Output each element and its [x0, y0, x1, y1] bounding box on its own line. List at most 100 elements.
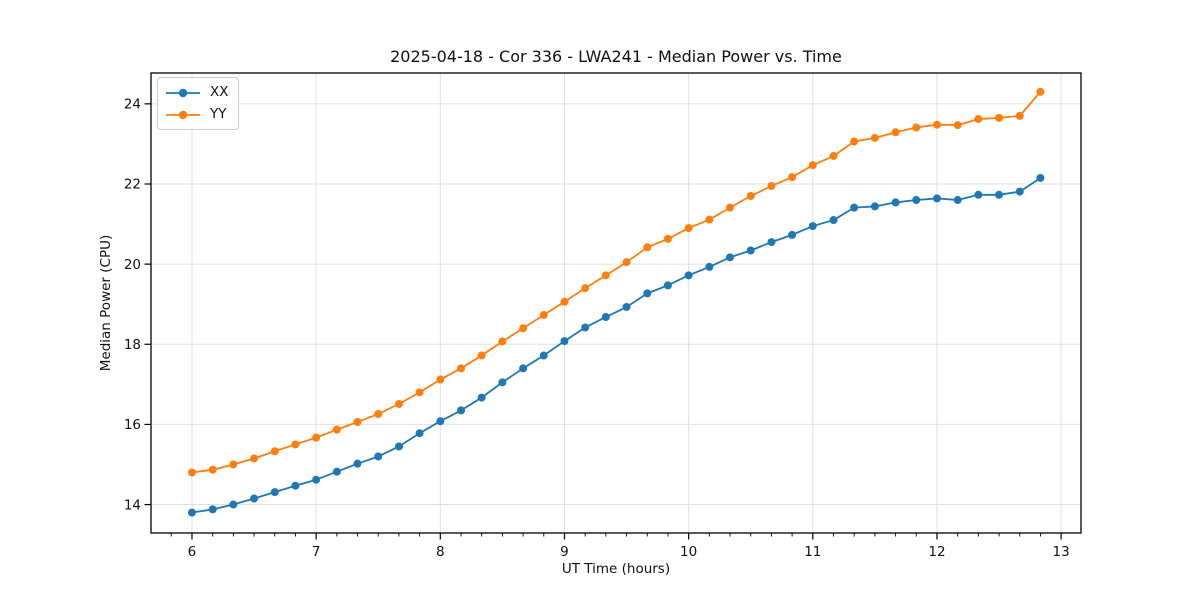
- data-point-xx: [394, 442, 403, 451]
- data-point-yy: [705, 215, 714, 224]
- data-point-yy: [622, 258, 631, 267]
- data-point-yy: [912, 123, 921, 132]
- data-point-xx: [229, 500, 238, 509]
- data-point-xx: [312, 475, 321, 484]
- data-point-yy: [850, 137, 859, 146]
- x-tick-label: 11: [804, 544, 821, 560]
- data-point-xx: [208, 505, 217, 514]
- data-point-yy: [187, 468, 196, 477]
- data-point-xx: [953, 196, 962, 205]
- data-point-yy: [270, 447, 279, 456]
- legend-line-marker-icon: [166, 110, 200, 119]
- data-point-xx: [581, 323, 590, 332]
- data-point-xx: [1015, 187, 1024, 196]
- y-tick-label: 24: [124, 97, 141, 113]
- data-point-yy: [870, 133, 879, 142]
- data-point-xx: [912, 196, 921, 205]
- data-point-yy: [353, 418, 362, 427]
- x-tick-label: 9: [560, 544, 569, 560]
- data-point-yy: [891, 128, 900, 137]
- data-point-yy: [332, 425, 341, 434]
- data-point-yy: [208, 465, 217, 474]
- data-point-yy: [250, 454, 259, 463]
- data-point-yy: [788, 173, 797, 182]
- data-point-yy: [394, 399, 403, 408]
- data-point-xx: [767, 238, 776, 247]
- data-point-xx: [850, 203, 859, 212]
- legend: XX YY: [157, 77, 239, 130]
- data-point-yy: [1036, 87, 1045, 96]
- data-point-yy: [808, 161, 817, 170]
- data-point-xx: [270, 488, 279, 497]
- data-point-xx: [519, 364, 528, 373]
- data-point-xx: [870, 202, 879, 211]
- data-point-yy: [312, 433, 321, 442]
- data-point-xx: [622, 303, 631, 312]
- data-point-xx: [932, 194, 941, 203]
- x-tick-label: 12: [928, 544, 945, 560]
- data-point-yy: [995, 113, 1004, 122]
- data-point-yy: [560, 297, 569, 306]
- y-tick-label: 20: [124, 257, 141, 273]
- plot-border: [150, 72, 1082, 534]
- legend-label-xx: XX: [210, 83, 229, 100]
- legend-item-yy: YY: [165, 105, 229, 124]
- data-point-yy: [519, 324, 528, 333]
- data-point-xx: [995, 190, 1004, 199]
- x-tick-label: 10: [680, 544, 697, 560]
- data-point-xx: [788, 230, 797, 239]
- data-point-xx: [250, 494, 259, 503]
- data-point-xx: [808, 222, 817, 231]
- data-point-xx: [457, 406, 466, 415]
- data-point-yy: [684, 224, 693, 233]
- data-point-xx: [725, 253, 734, 262]
- data-point-xx: [291, 481, 300, 490]
- data-point-xx: [829, 216, 838, 225]
- data-point-yy: [725, 203, 734, 212]
- data-point-yy: [746, 192, 755, 201]
- data-point-xx: [601, 313, 610, 322]
- data-point-yy: [663, 234, 672, 243]
- data-point-yy: [374, 409, 383, 418]
- data-point-yy: [953, 121, 962, 130]
- data-point-yy: [974, 115, 983, 124]
- y-tick-label: 18: [124, 337, 141, 353]
- x-tick-label: 7: [312, 544, 321, 560]
- data-point-xx: [663, 281, 672, 290]
- x-tick-label: 8: [436, 544, 445, 560]
- y-tick-label: 22: [124, 177, 141, 193]
- data-point-xx: [539, 351, 548, 360]
- data-point-yy: [767, 181, 776, 190]
- data-point-xx: [498, 378, 507, 387]
- legend-label-yy: YY: [210, 105, 227, 122]
- legend-line-marker-icon: [166, 88, 200, 97]
- data-point-yy: [457, 364, 466, 373]
- data-point-xx: [560, 337, 569, 346]
- data-point-xx: [353, 459, 362, 468]
- data-point-xx: [643, 289, 652, 298]
- data-point-xx: [746, 246, 755, 255]
- x-tick-label: 6: [188, 544, 197, 560]
- data-point-xx: [1036, 173, 1045, 182]
- series-line-yy: [191, 91, 1042, 474]
- data-point-yy: [1015, 111, 1024, 120]
- data-point-yy: [415, 388, 424, 397]
- data-point-yy: [229, 460, 238, 469]
- data-point-yy: [436, 375, 445, 384]
- data-point-xx: [477, 393, 486, 402]
- data-point-yy: [291, 440, 300, 449]
- chart-title: 2025-04-18 - Cor 336 - LWA241 - Median P…: [390, 47, 842, 66]
- series-line-xx: [191, 177, 1041, 514]
- data-point-xx: [891, 198, 900, 207]
- data-point-yy: [477, 351, 486, 360]
- y-axis-label: Median Power (CPU): [98, 234, 114, 372]
- data-point-xx: [705, 262, 714, 271]
- data-point-xx: [415, 429, 424, 438]
- data-point-xx: [684, 271, 693, 280]
- data-point-yy: [601, 271, 610, 280]
- data-point-yy: [539, 311, 548, 320]
- data-point-yy: [829, 151, 838, 160]
- data-point-xx: [974, 190, 983, 199]
